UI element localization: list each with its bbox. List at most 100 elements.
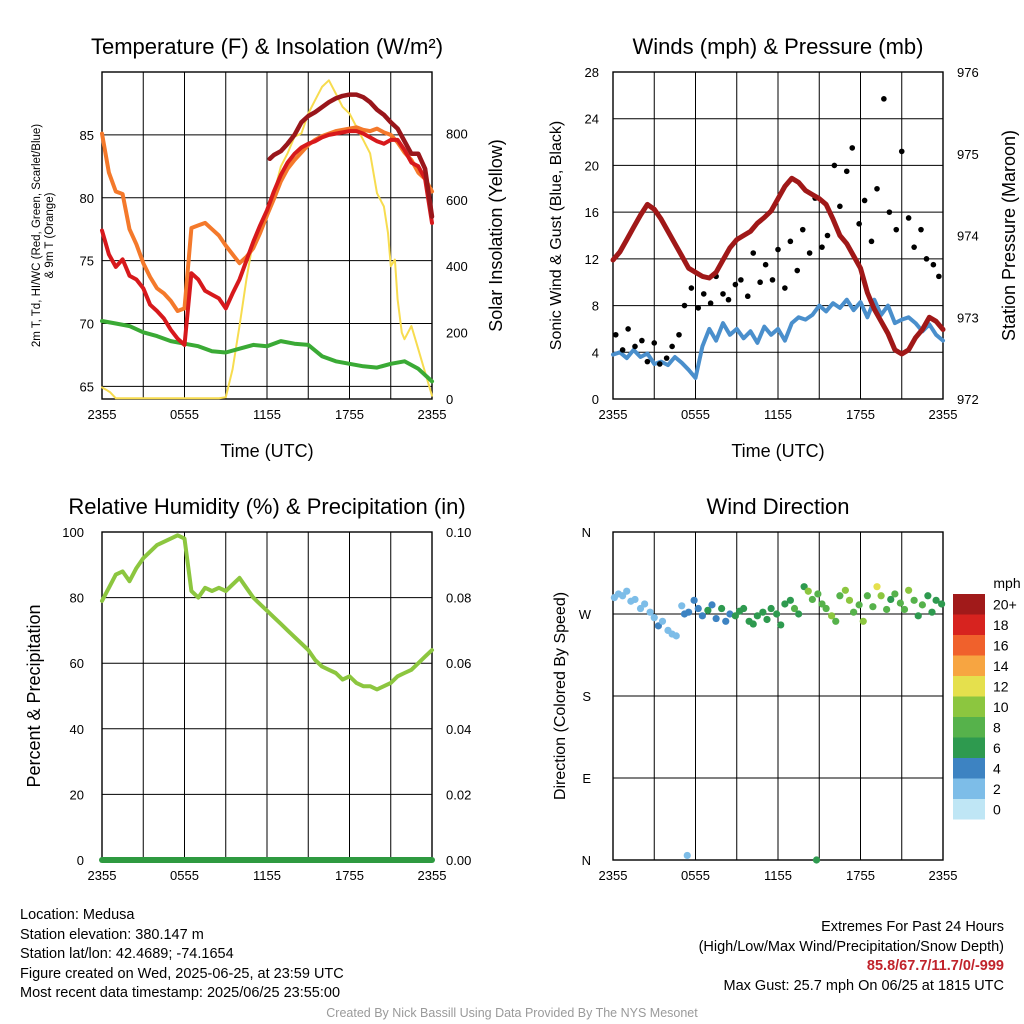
legend-label: 16 xyxy=(993,637,1009,653)
station-info: Location: Medusa Station elevation: 380.… xyxy=(20,906,344,1004)
direction-point xyxy=(905,586,913,594)
gust-point xyxy=(911,244,917,250)
y-tick-label: 65 xyxy=(80,379,94,394)
direction-point xyxy=(795,610,803,618)
gust-point xyxy=(769,277,776,283)
gust-point xyxy=(681,302,688,309)
direction-point xyxy=(718,604,726,613)
credit-text: Created By Nick Bassill Using Data Provi… xyxy=(326,1006,698,1020)
y2-tick-label: 976 xyxy=(957,65,979,80)
direction-point xyxy=(928,608,936,616)
x-tick-label: 0555 xyxy=(681,868,710,883)
gust-point xyxy=(898,148,905,155)
direction-point xyxy=(859,617,867,625)
gust-point xyxy=(707,300,714,307)
y-tick-label: 40 xyxy=(70,722,84,737)
recent-text: Most recent data timestamp: 2025/06/25 2… xyxy=(20,985,341,1001)
gust-point xyxy=(837,203,843,210)
x-tick-label: 1755 xyxy=(335,407,364,422)
x-tick-label: 1755 xyxy=(846,868,875,883)
y-tick-label: S xyxy=(582,689,591,704)
gust-point xyxy=(744,293,751,300)
insolation-line xyxy=(101,79,433,400)
direction-point xyxy=(636,604,645,613)
legend-label: 0 xyxy=(993,801,1001,817)
direction-point xyxy=(712,614,720,623)
direction-point xyxy=(877,592,885,600)
gust-point xyxy=(782,285,788,291)
legend-swatch xyxy=(953,635,985,656)
y2-tick-label: 975 xyxy=(957,147,979,162)
gust-point xyxy=(831,162,838,169)
y-tick-label: 85 xyxy=(80,128,94,143)
direction-point xyxy=(759,608,767,616)
direction-point xyxy=(694,604,702,613)
direction-point xyxy=(619,592,627,600)
x-axis-label: Time (UTC) xyxy=(220,441,313,461)
gust-point xyxy=(619,347,626,353)
gust-point xyxy=(644,358,651,365)
direction-point xyxy=(832,617,840,625)
temp-9m-line xyxy=(100,125,434,313)
direction-point xyxy=(641,600,649,608)
direction-point xyxy=(740,604,748,613)
gust-point xyxy=(806,250,813,256)
direction-point xyxy=(828,612,836,620)
extremes-subtitle: (High/Low/Max Wind/Precipitation/Snow De… xyxy=(698,938,1004,955)
direction-point xyxy=(804,587,812,595)
direction-point xyxy=(672,632,680,640)
gust-point xyxy=(868,238,875,245)
gust-point xyxy=(688,285,695,291)
gust-point xyxy=(669,343,675,350)
extremes-panel: Extremes For Past 24 Hours (High/Low/Max… xyxy=(699,918,1004,996)
direction-point xyxy=(726,610,734,618)
direction-point xyxy=(704,606,712,614)
legend-label: 2 xyxy=(993,781,1001,797)
y-tick-label: 8 xyxy=(592,299,599,314)
chart-title: Winds (mph) & Pressure (mb) xyxy=(633,34,924,59)
direction-point xyxy=(658,617,667,625)
y-tick-label: 4 xyxy=(592,345,599,360)
legend-swatch xyxy=(953,758,985,779)
legend-label: 8 xyxy=(993,719,1001,735)
legend-label: 14 xyxy=(993,658,1009,674)
y-tick-label: 20 xyxy=(585,158,599,173)
direction-point xyxy=(646,608,654,616)
gust-point xyxy=(750,250,757,256)
y2-tick-label: 0.04 xyxy=(446,722,471,737)
gust-point xyxy=(905,215,912,221)
y2-tick-label: 600 xyxy=(446,193,468,208)
direction-point xyxy=(914,612,922,620)
gust-point xyxy=(725,296,732,303)
gust-point xyxy=(632,343,638,350)
direction-point xyxy=(722,617,730,625)
gust-point xyxy=(720,291,726,297)
y-tick-label: 60 xyxy=(70,656,84,671)
direction-point xyxy=(822,604,830,613)
y-tick-label: 100 xyxy=(62,525,84,540)
direction-point xyxy=(910,596,918,604)
gust-point xyxy=(700,291,707,297)
legend-label: 12 xyxy=(993,678,1009,694)
chart-title: Temperature (F) & Insolation (W/m²) xyxy=(91,34,443,59)
legend-label: 20+ xyxy=(993,596,1017,612)
gust-point xyxy=(819,244,825,250)
gust-point xyxy=(861,197,868,204)
gust-point xyxy=(612,331,619,338)
gust-point xyxy=(881,96,887,102)
y2-tick-label: 0.02 xyxy=(446,787,471,802)
y-axis-label: Percent & Precipitation xyxy=(24,604,44,787)
gust-point xyxy=(799,226,806,233)
direction-point xyxy=(654,622,662,630)
temp-2m-line xyxy=(100,129,434,347)
gust-point xyxy=(824,232,831,239)
direction-point xyxy=(731,612,739,620)
direction-point xyxy=(932,596,940,604)
chart-title: Relative Humidity (%) & Precipitation (i… xyxy=(68,494,465,519)
direction-point xyxy=(887,595,895,604)
y-axis-label-line2: & 9m T (Orange) xyxy=(44,192,56,278)
plot-frame xyxy=(612,71,944,400)
x-tick-label: 2355 xyxy=(929,407,958,422)
y-axis-label: Direction (Colored By Speed) xyxy=(552,592,569,800)
y2-axis-label: Station Pressure (Maroon) xyxy=(999,130,1019,341)
